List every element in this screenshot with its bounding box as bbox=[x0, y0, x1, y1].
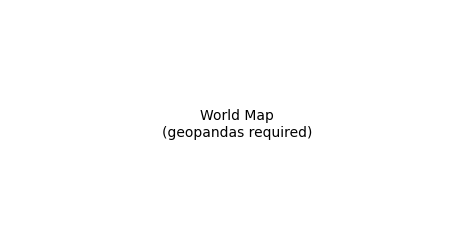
Text: World Map
(geopandas required): World Map (geopandas required) bbox=[162, 109, 312, 140]
